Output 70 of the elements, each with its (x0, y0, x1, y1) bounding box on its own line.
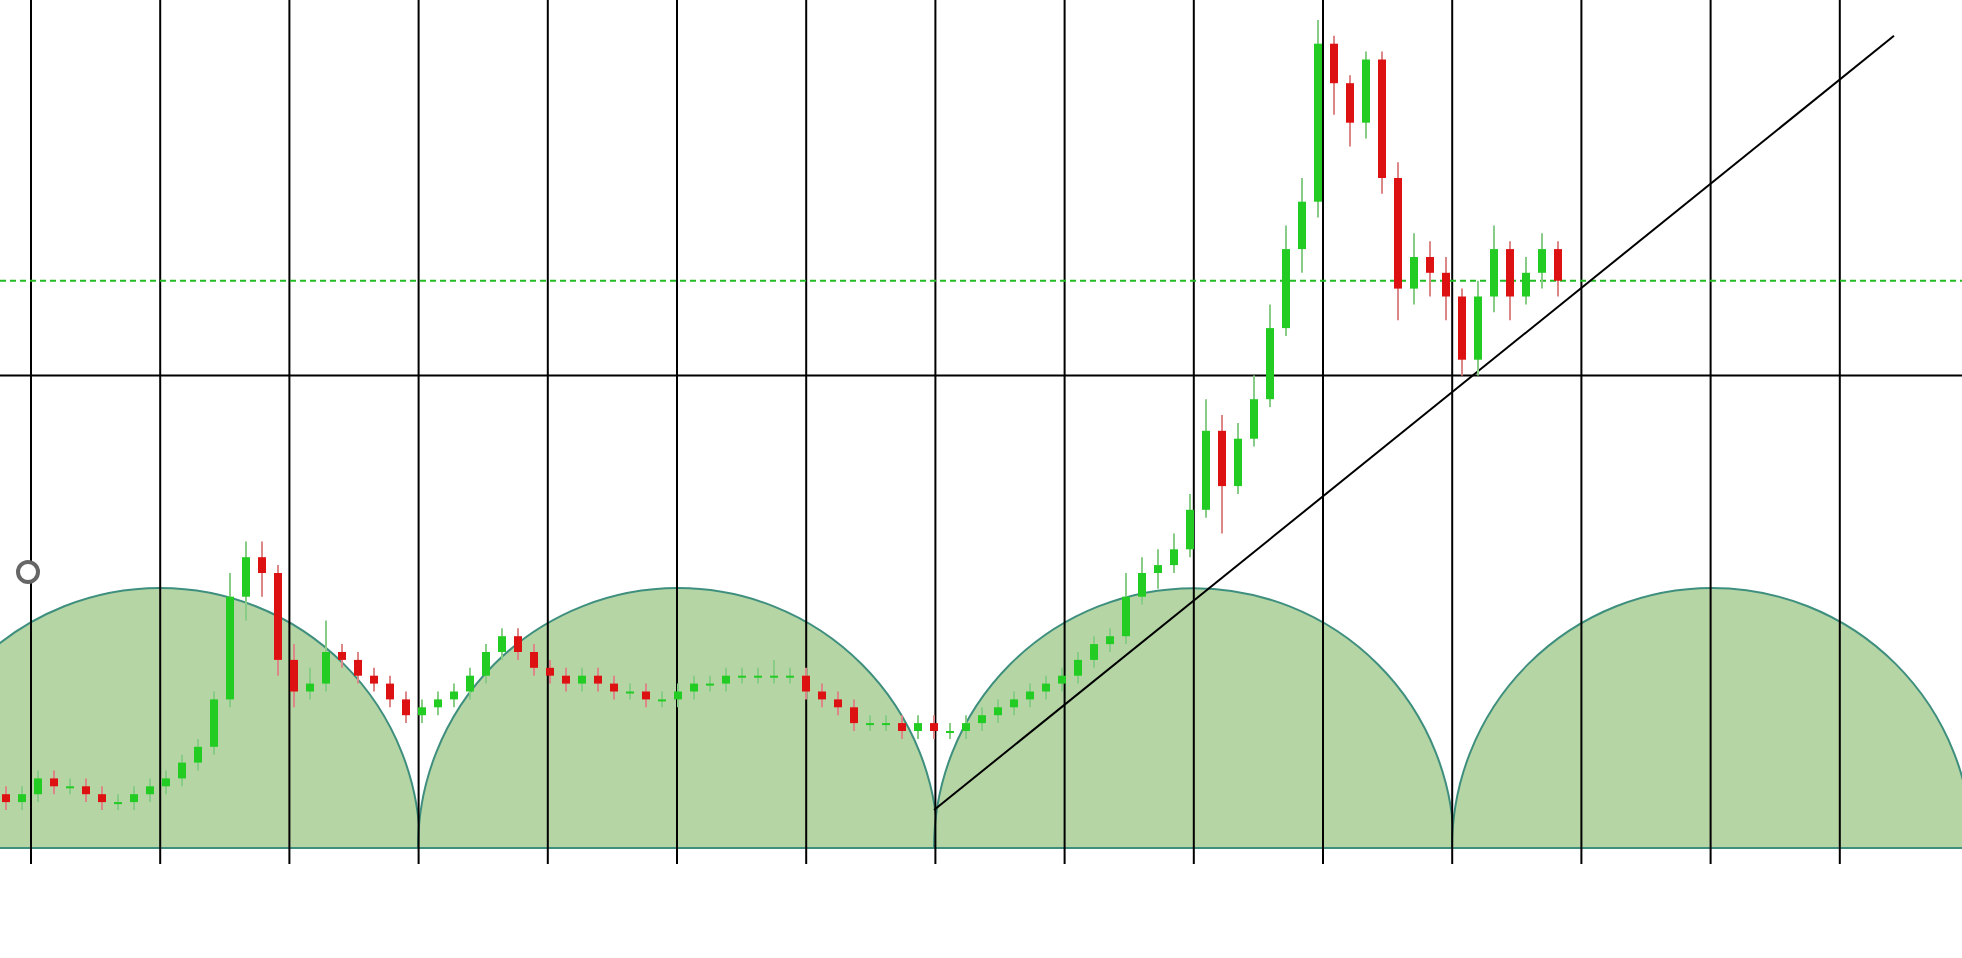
candlestick (146, 777, 154, 804)
candlestick (194, 737, 202, 772)
candlestick (18, 785, 26, 811)
candlestick (354, 651, 362, 685)
candlestick (802, 666, 810, 701)
candlestick (1298, 177, 1306, 274)
candlestick (1234, 421, 1242, 495)
candlestick (1538, 232, 1546, 290)
candlestick (370, 666, 378, 693)
candlestick (258, 540, 266, 598)
candlestick (418, 698, 426, 725)
candlestick (290, 643, 298, 709)
candlestick (1186, 493, 1194, 559)
candlestick (402, 690, 410, 725)
candlestick (1090, 635, 1098, 669)
candlestick (594, 666, 602, 693)
candlestick (482, 643, 490, 685)
candlestick (834, 690, 842, 717)
candlestick (1170, 532, 1178, 574)
candlestick (1330, 34, 1338, 116)
candlestick (562, 666, 570, 693)
candlestick (338, 643, 346, 669)
candlestick (690, 674, 698, 701)
candlestick (210, 690, 218, 756)
candlestick (386, 674, 394, 709)
candlestick (50, 769, 58, 796)
candlestick (722, 666, 730, 693)
candlestick (1442, 256, 1450, 322)
candlestick (530, 643, 538, 677)
candlestick (994, 698, 1002, 725)
candlestick (1554, 240, 1562, 298)
candlestick (1522, 256, 1530, 306)
candlestick (1154, 548, 1162, 590)
candlestick (82, 777, 90, 804)
candlestick (130, 785, 138, 811)
candlestick (1410, 232, 1418, 306)
candlestick (1506, 240, 1514, 322)
candlestick (1250, 374, 1258, 448)
candlestick (306, 666, 314, 701)
candlestick (242, 540, 250, 622)
candlestick (178, 753, 186, 788)
candlestick (770, 658, 778, 685)
candlestick (1042, 674, 1050, 701)
candlestick (898, 714, 906, 740)
candlestick (930, 714, 938, 740)
candlestick (98, 785, 106, 811)
candlestick (1346, 74, 1354, 148)
candlestick (162, 769, 170, 796)
candlestick (1138, 556, 1146, 606)
candlestick (1122, 572, 1130, 646)
candlestick (1010, 690, 1018, 717)
candlestick (2, 785, 10, 811)
candlestick (322, 619, 330, 693)
candlestick (466, 666, 474, 701)
candlestick (978, 706, 986, 732)
candlestick (610, 674, 618, 701)
candlestick (1058, 666, 1066, 693)
candlestick (1106, 627, 1114, 653)
candlestick (1426, 240, 1434, 298)
candlestick (1490, 224, 1498, 314)
candlestick (434, 690, 442, 717)
candlestick (546, 658, 554, 685)
candlestick (1074, 651, 1082, 685)
candlestick (514, 627, 522, 661)
candlestick (498, 627, 506, 661)
candlestick (914, 714, 922, 740)
candlestick (850, 698, 858, 732)
candlestick (962, 714, 970, 740)
candlestick (578, 666, 586, 693)
candlestick (34, 769, 42, 804)
